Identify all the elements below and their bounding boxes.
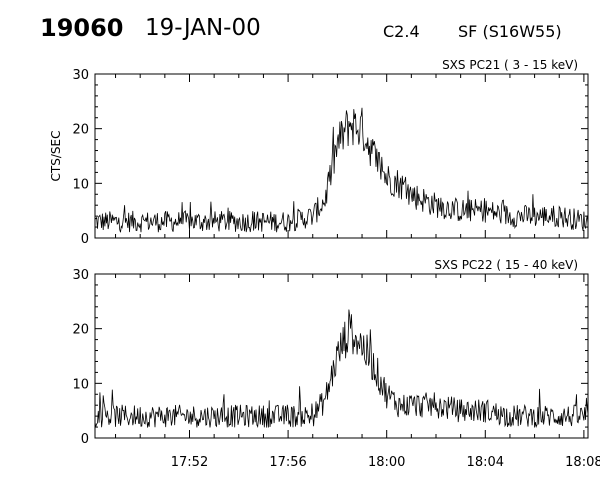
- x-tick-label: 18:04: [467, 455, 504, 470]
- y-tick-label: 20: [72, 323, 89, 338]
- flare-location: SF (S16W55): [458, 22, 562, 41]
- series-line-1: [94, 107, 589, 233]
- y-tick-label: 10: [72, 377, 89, 392]
- y-tick-label: 30: [72, 68, 89, 83]
- plot-frame: [94, 73, 589, 239]
- y-tick-label: 0: [81, 232, 89, 247]
- y-axis-label: CTS/SEC: [49, 131, 63, 182]
- x-tick-label: 17:52: [171, 455, 208, 470]
- x-tick-label: 17:56: [269, 455, 306, 470]
- y-tick-label: 0: [81, 432, 89, 447]
- event-id: 19060: [40, 14, 124, 42]
- x-tick-label: 18:08: [565, 455, 600, 470]
- plot-frame: [94, 273, 589, 439]
- y-tick-label: 30: [72, 268, 89, 283]
- panel-title: SXS PC21 ( 3 - 15 keV): [442, 58, 578, 72]
- series-line-1: [94, 309, 589, 428]
- panel-title: SXS PC22 ( 15 - 40 keV): [434, 258, 578, 272]
- panel-2: SXS PC22 ( 15 - 40 keV) 0 10 20 30 17:52 17:56…: [72, 258, 600, 470]
- y-tick-label: 10: [72, 177, 89, 192]
- flare-class: C2.4: [383, 22, 420, 41]
- y-tick-label: 20: [72, 123, 89, 138]
- panel-1: SXS PC21 ( 3 - 15 keV) 0 10 20 30 CTS/SEC: [49, 58, 589, 247]
- x-tick-label: 18:00: [368, 455, 405, 470]
- event-date: 19-JAN-00: [145, 15, 261, 41]
